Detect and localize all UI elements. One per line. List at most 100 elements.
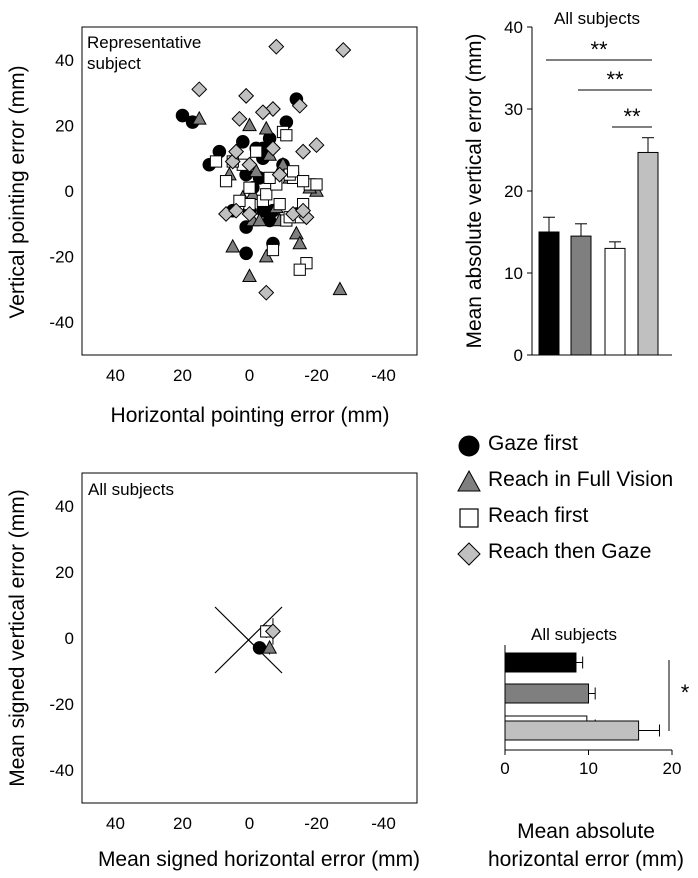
circle-marker-icon: [458, 435, 480, 457]
data-point: [228, 143, 245, 160]
data-point: [268, 38, 285, 55]
y-tick-label: 0: [514, 346, 523, 365]
data-point: [238, 87, 255, 104]
x-axis-label-line2: horizontal error (mm): [488, 848, 684, 871]
diagonal-line: [214, 606, 283, 674]
x-tick-label: 0: [500, 759, 509, 778]
data-point: [293, 263, 306, 276]
y-tick-label: 20: [55, 563, 74, 582]
x-tick-label: 20: [663, 759, 682, 778]
y-axis-label: Mean absolute vertical error (mm): [463, 33, 486, 348]
legend-item-gaze-first: Gaze first: [456, 430, 696, 466]
data-point: [243, 181, 256, 194]
data-point: [308, 137, 325, 154]
legend-item-reach-full-vision: Reach in Full Vision: [456, 466, 696, 502]
x-tick-label: -20: [304, 814, 329, 833]
y-axis-label: Vertical pointing error (mm): [6, 65, 29, 318]
diamond-marker-icon: [457, 542, 481, 566]
data-point: [260, 188, 273, 201]
legend-item-reach-first: Reach first: [456, 502, 696, 538]
x-tick-label: 0: [245, 814, 254, 833]
data-point: [191, 81, 208, 98]
data-point: [310, 178, 323, 191]
legend-label: Reach then Gaze: [488, 540, 652, 563]
data-point: [280, 129, 293, 142]
data-point: [239, 246, 253, 261]
significance-label: **: [590, 37, 608, 62]
data-point: [288, 225, 304, 240]
bar: [504, 720, 640, 741]
bar: [604, 247, 626, 356]
x-axis-label: Horizontal pointing error (mm): [111, 404, 390, 427]
panel-annotation-line2: subject: [87, 54, 141, 73]
x-tick-label: 40: [106, 366, 125, 385]
data-point: [252, 212, 267, 227]
y-tick-label: 10: [504, 264, 523, 283]
data-point: [231, 110, 248, 127]
data-point: [258, 284, 275, 301]
triangle-marker-icon: [457, 469, 481, 492]
data-point: [209, 155, 223, 168]
y-tick-label: 0: [65, 182, 74, 201]
significance-label: **: [623, 104, 641, 129]
plot-frame: [81, 472, 418, 804]
bar-panel-horizontal-error: All subjects 0 10 20 * Mean absolute horizo…: [488, 625, 690, 871]
y-tick-label: 40: [504, 18, 523, 37]
data-point: [250, 145, 263, 158]
x-tick-label: 0: [245, 366, 254, 385]
data-point: [292, 235, 308, 250]
scatter-panel-representative: Representative subject 40 20 0 -20 -40 -40 -20…: [6, 26, 418, 427]
y-axis-label: Mean signed vertical error (mm): [6, 489, 29, 787]
data-point: [242, 117, 257, 132]
legend-label: Gaze first: [488, 432, 578, 455]
significance-label: **: [606, 67, 624, 92]
legend-label: Reach first: [488, 504, 589, 527]
x-tick-label: -40: [371, 366, 396, 385]
x-tick-label: 20: [173, 366, 192, 385]
data-point: [296, 175, 310, 188]
legend: Gaze first Reach in Full Vision Reach fi…: [456, 430, 696, 574]
y-tick-label: 30: [504, 100, 523, 119]
y-tick-label: -40: [49, 313, 74, 332]
data-point: [271, 166, 288, 183]
x-axis-label-line1: Mean absolute: [517, 820, 655, 843]
chart-title: All subjects: [531, 625, 617, 644]
plot-frame: [81, 26, 418, 356]
data-point: [225, 238, 241, 253]
data-point: [332, 281, 348, 296]
y-tick-label: 40: [55, 497, 74, 516]
data-point: [258, 120, 274, 135]
x-tick-label: 10: [579, 759, 598, 778]
data-point: [291, 97, 308, 114]
panel-annotation-line1: Representative: [87, 33, 201, 52]
y-tick-label: -20: [49, 248, 74, 267]
data-point: [295, 143, 312, 160]
data-point: [273, 198, 286, 211]
legend-item-reach-then-gaze: Reach then Gaze: [456, 538, 696, 574]
data-point: [241, 156, 258, 173]
data-point: [295, 202, 312, 219]
data-point: [228, 202, 245, 219]
legend-label: Reach in Full Vision: [488, 468, 674, 491]
bar: [570, 235, 592, 356]
data-point: [262, 639, 278, 654]
data-point: [264, 101, 281, 117]
bar: [637, 151, 659, 356]
square-marker-icon: [459, 508, 479, 528]
data-point: [241, 205, 258, 222]
y-tick-label: 20: [55, 116, 74, 135]
scatter-panel-all-subjects: All subjects 40 20 0 -20 -40 -40 -20 0 20 40 Mean…: [6, 472, 420, 871]
x-axis-label: Mean signed horizontal error (mm): [98, 848, 420, 871]
data-point: [264, 140, 281, 157]
x-tick-label: 40: [106, 814, 125, 833]
panel-annotation: All subjects: [88, 480, 174, 499]
data-point: [175, 108, 190, 123]
x-tick-label: 20: [173, 814, 192, 833]
bar-panel-vertical-error: All subjects 0 10 20 30 40 ** ** ** Mean absolu…: [463, 9, 672, 365]
data-point: [254, 104, 271, 121]
data-point: [248, 163, 264, 178]
bar: [504, 652, 577, 673]
y-tick-label: 0: [65, 629, 74, 648]
data-point: [300, 257, 313, 270]
y-tick-label: -40: [49, 761, 74, 780]
